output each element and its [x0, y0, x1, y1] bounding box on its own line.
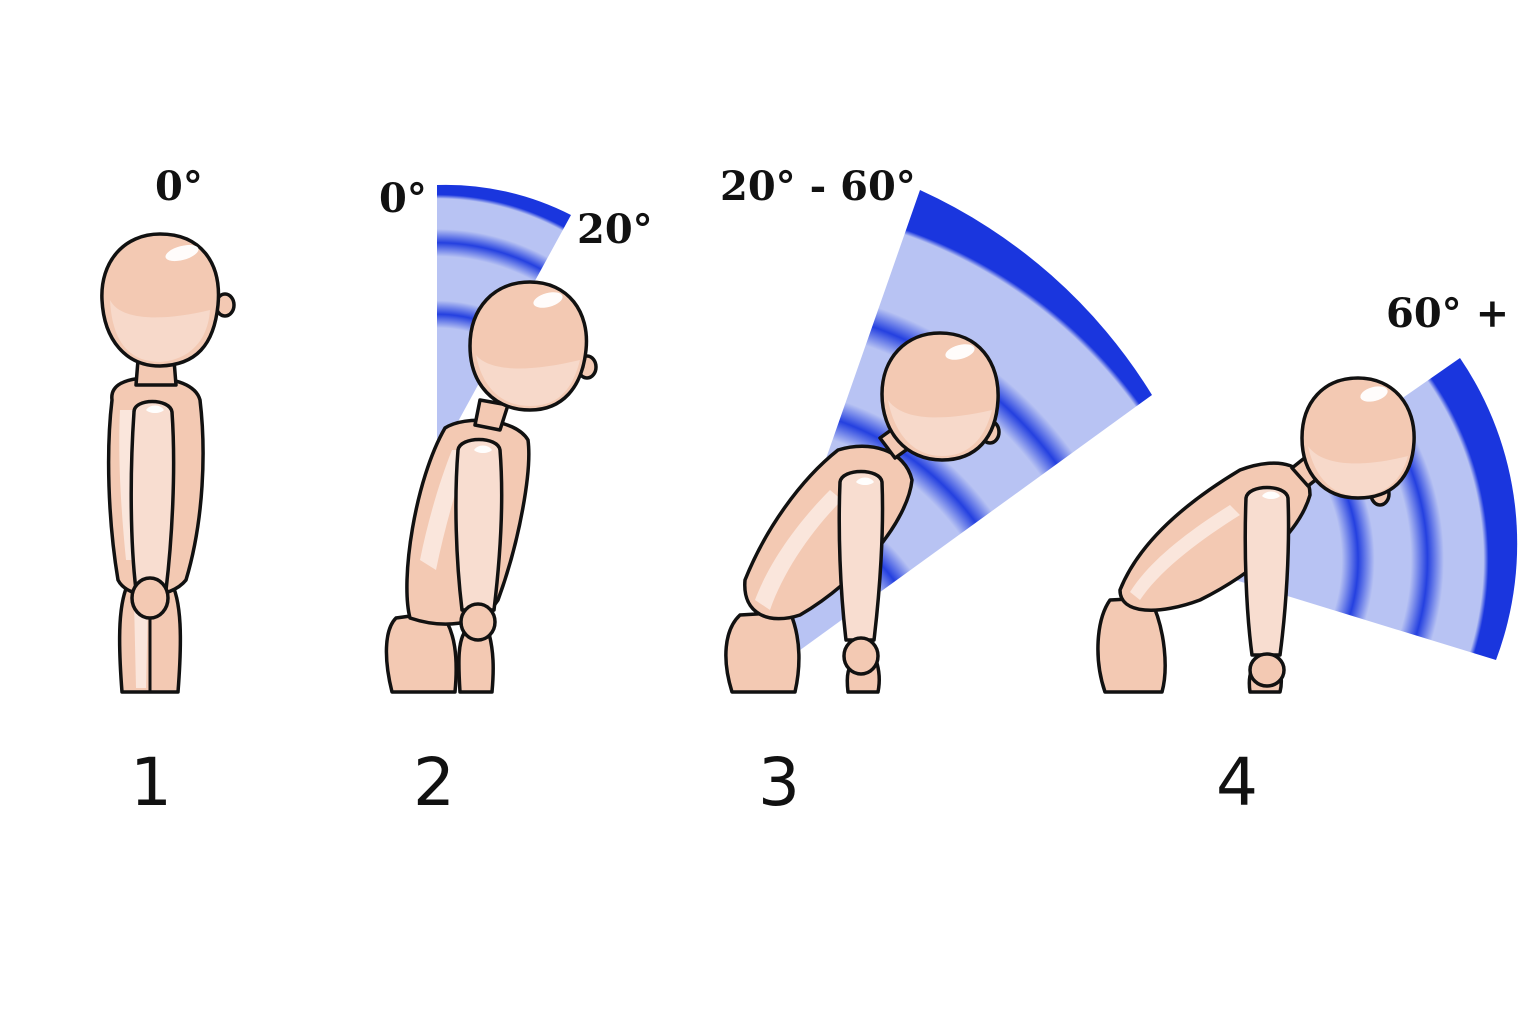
figure-3: 20° - 60° 3: [720, 163, 1152, 821]
angle-label-2-start: 0°: [379, 175, 427, 222]
figure-1: 0° 1: [100, 163, 236, 821]
mannequin-deep-bend: [1096, 376, 1416, 694]
mannequin-upright: [100, 232, 236, 694]
angle-label-3: 20° - 60°: [720, 163, 916, 210]
mannequin-slight-bend: [384, 280, 598, 694]
angle-label-4: 60° +: [1386, 290, 1509, 337]
step-number-1: 1: [130, 744, 172, 821]
step-number-3: 3: [758, 744, 800, 821]
step-number-2: 2: [413, 744, 455, 821]
figure-2: 0° 20° 2: [379, 175, 653, 821]
angle-label-1: 0°: [155, 163, 203, 210]
mannequin-moderate-bend: [724, 331, 1001, 694]
step-number-4: 4: [1216, 744, 1258, 821]
angle-label-2-end: 20°: [577, 206, 653, 253]
figure-4: 60° + 4: [1096, 290, 1518, 821]
